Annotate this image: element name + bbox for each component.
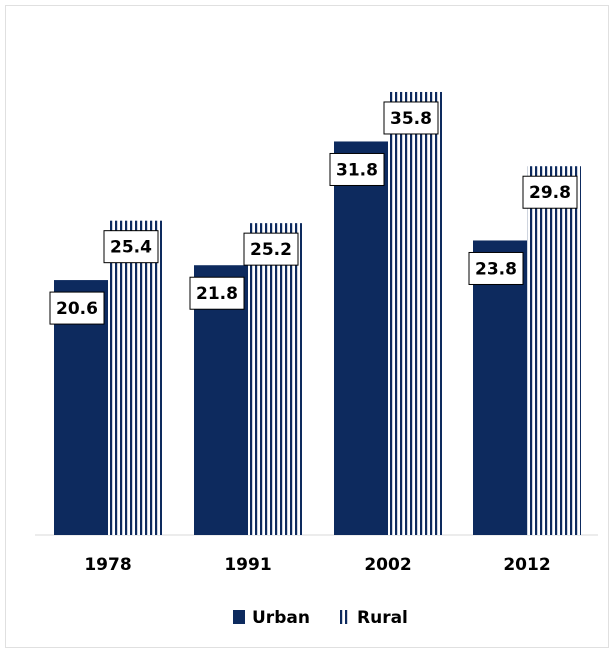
bar-rural-1991 <box>248 223 302 535</box>
x-tick-1978: 1978 <box>84 555 131 575</box>
data-label-box <box>468 251 524 285</box>
data-labels-layer: 20.6 25.4 21.8 25.2 31.8 35.8 23.8 29.8 <box>49 101 578 325</box>
bar-rural-2002 <box>388 91 442 535</box>
data-label-text: 21.8 <box>196 284 238 304</box>
data-label-box <box>522 175 578 209</box>
data-label-text: 25.2 <box>250 240 292 260</box>
data-label-text: 29.8 <box>529 183 571 203</box>
data-label-box <box>329 152 385 186</box>
legend-swatch-urban <box>233 610 245 624</box>
x-tick-1991: 1991 <box>224 555 271 575</box>
data-label-urban-2002: 31.8 <box>329 152 385 186</box>
bars-layer <box>54 91 581 536</box>
data-label-rural-2012: 29.8 <box>522 175 578 209</box>
data-label-text: 23.8 <box>475 259 517 279</box>
x-tick-2012: 2012 <box>503 555 550 575</box>
data-label-rural-1978: 25.4 <box>103 230 159 264</box>
bar-rural-2012 <box>527 166 581 535</box>
bar-urban-1991 <box>194 265 248 535</box>
data-label-box <box>49 291 105 325</box>
data-label-urban-1978: 20.6 <box>49 291 105 325</box>
x-tick-2002: 2002 <box>364 555 411 575</box>
legend-label-rural: Rural <box>357 608 408 628</box>
legend: Urban Rural <box>233 608 408 628</box>
data-label-urban-2012: 23.8 <box>468 251 524 285</box>
data-label-box <box>103 230 159 264</box>
x-tick-labels: 1978 1991 2002 2012 <box>84 555 550 575</box>
data-label-box <box>243 232 299 266</box>
bar-urban-2002 <box>334 141 388 535</box>
data-label-rural-2002: 35.8 <box>383 101 439 135</box>
data-label-text: 31.8 <box>336 160 378 180</box>
bar-rural-1978 <box>108 220 162 536</box>
data-label-box <box>189 276 245 310</box>
data-label-text: 35.8 <box>390 109 432 129</box>
data-label-rural-1991: 25.2 <box>243 232 299 266</box>
data-label-urban-1991: 21.8 <box>189 276 245 310</box>
data-label-text: 25.4 <box>110 238 152 258</box>
legend-item-rural: Rural <box>338 608 408 628</box>
data-label-box <box>383 101 439 135</box>
legend-swatch-rural <box>338 610 350 624</box>
legend-item-urban: Urban <box>233 608 310 628</box>
data-label-text: 20.6 <box>56 299 98 319</box>
bar-urban-2012 <box>473 240 527 535</box>
legend-label-urban: Urban <box>252 608 310 628</box>
